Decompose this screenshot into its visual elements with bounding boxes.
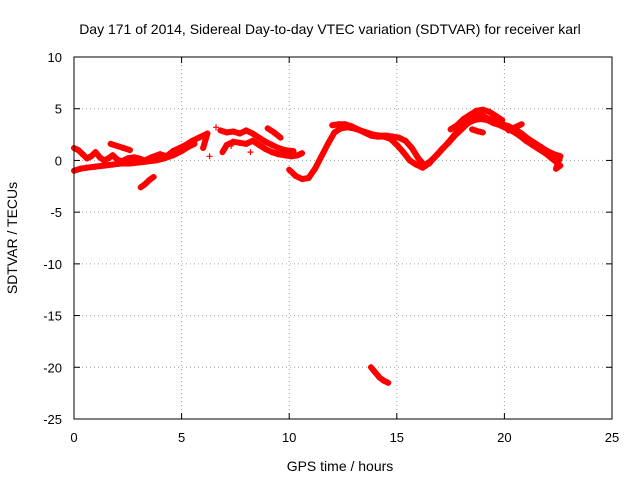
data-trace <box>185 140 198 150</box>
data-trace <box>271 129 284 141</box>
data-trace <box>281 147 297 155</box>
data-points <box>71 106 564 386</box>
data-trace <box>294 150 306 159</box>
data-trace <box>146 173 157 184</box>
data-point <box>206 153 213 160</box>
data-point <box>247 149 254 156</box>
x-tick-label: 10 <box>282 430 296 445</box>
data-trace <box>380 377 392 386</box>
y-tick-label: 10 <box>48 50 62 65</box>
axis-ticks: 0 5 10 15 20 25 -25 -20 -15 -10 -5 0 5 10 <box>43 50 619 445</box>
data-trace <box>120 145 133 154</box>
x-tick-label: 15 <box>390 430 404 445</box>
y-tick-label: -5 <box>50 205 62 220</box>
chart-title: Day 171 of 2014, Sidereal Day-to-day VTE… <box>79 21 581 37</box>
x-tick-label: 20 <box>497 430 511 445</box>
x-tick-label: 5 <box>178 430 185 445</box>
data-trace <box>200 130 211 152</box>
x-tick-label: 0 <box>70 430 77 445</box>
data-trace <box>492 112 506 124</box>
y-tick-label: 0 <box>55 153 62 168</box>
grid <box>74 57 612 419</box>
x-axis-title: GPS time / hours <box>287 458 394 474</box>
data-trace <box>475 128 486 136</box>
data-point <box>213 124 220 131</box>
y-tick-label: -10 <box>43 257 62 272</box>
x-tick-label: 25 <box>605 430 619 445</box>
plot-frame <box>73 56 613 420</box>
y-tick-label: -15 <box>43 309 62 324</box>
y-tick-label: -25 <box>43 412 62 427</box>
data-trace <box>512 121 525 131</box>
y-tick-label: 5 <box>55 102 62 117</box>
y-axis-title: SDTVAR / TECUs <box>4 182 20 294</box>
data-trace <box>548 155 562 167</box>
y-tick-label: -20 <box>43 360 62 375</box>
